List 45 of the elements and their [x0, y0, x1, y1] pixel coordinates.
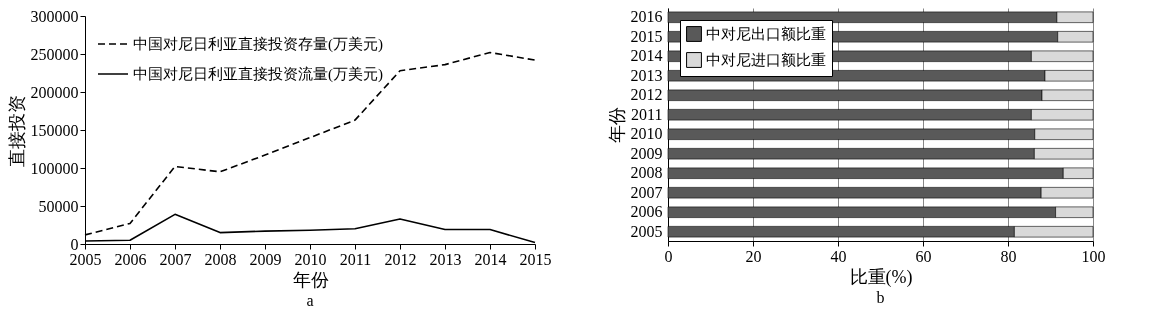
y-tick-label: 50000 — [38, 197, 79, 215]
y-tick-label: 150000 — [30, 121, 79, 139]
y-tick-label: 2006 — [630, 203, 663, 221]
y-tick-label: 300000 — [30, 7, 79, 25]
x-tick-label: 2008 — [204, 250, 237, 268]
x-tick-label: 100 — [1081, 247, 1106, 265]
y-tick-label: 2007 — [630, 183, 663, 201]
y-axis-title: 直接投资 — [6, 94, 27, 167]
x-tick-label: 2007 — [159, 250, 192, 268]
x-tick-label: 2006 — [114, 250, 147, 268]
legend-label: 中国对尼日利亚直接投资流量(万美元) — [133, 66, 383, 83]
legend-label: 中对尼进口额比重 — [706, 52, 826, 68]
x-tick-label: 2012 — [384, 250, 417, 268]
legend-label: 中国对尼日利亚直接投资存量(万美元) — [133, 36, 383, 53]
x-tick-label: 2011 — [339, 250, 372, 268]
y-tick-label: 250000 — [30, 45, 79, 63]
x-tick-label: 2014 — [474, 250, 507, 268]
y-tick-label: 0 — [70, 235, 79, 253]
y-tick-label: 2015 — [630, 27, 663, 45]
y-tick-label: 2009 — [630, 144, 663, 162]
y-tick-label: 2012 — [630, 86, 663, 104]
text: b — [876, 289, 885, 306]
text: a — [306, 292, 314, 309]
x-tick-label: 2015 — [519, 250, 552, 268]
x-tick-label: 80 — [1000, 247, 1017, 265]
y-tick-label: 2011 — [631, 105, 663, 123]
x-axis-title: 比重(%) — [849, 266, 913, 288]
y-tick-label: 100000 — [30, 159, 79, 177]
legend-label: 中对尼出口额比重 — [706, 26, 826, 42]
y-axis-title: 年份 — [606, 107, 627, 143]
x-axis-title: 年份 — [292, 269, 329, 290]
y-tick-label: 2010 — [630, 125, 663, 143]
y-tick-label: 2014 — [630, 47, 663, 65]
x-tick-label: 2005 — [69, 250, 102, 268]
y-tick-label: 2013 — [630, 66, 663, 84]
x-tick-label: 60 — [915, 247, 932, 265]
x-tick-label: 2010 — [294, 250, 327, 268]
x-tick-label: 2009 — [249, 250, 282, 268]
y-tick-label: 2016 — [630, 8, 663, 26]
x-tick-label: 40 — [830, 247, 847, 265]
y-tick-label: 200000 — [30, 83, 79, 101]
y-tick-label: 2005 — [630, 222, 663, 240]
y-tick-label: 2008 — [630, 164, 663, 182]
x-tick-label: 20 — [745, 247, 762, 265]
x-tick-label: 2013 — [429, 250, 462, 268]
